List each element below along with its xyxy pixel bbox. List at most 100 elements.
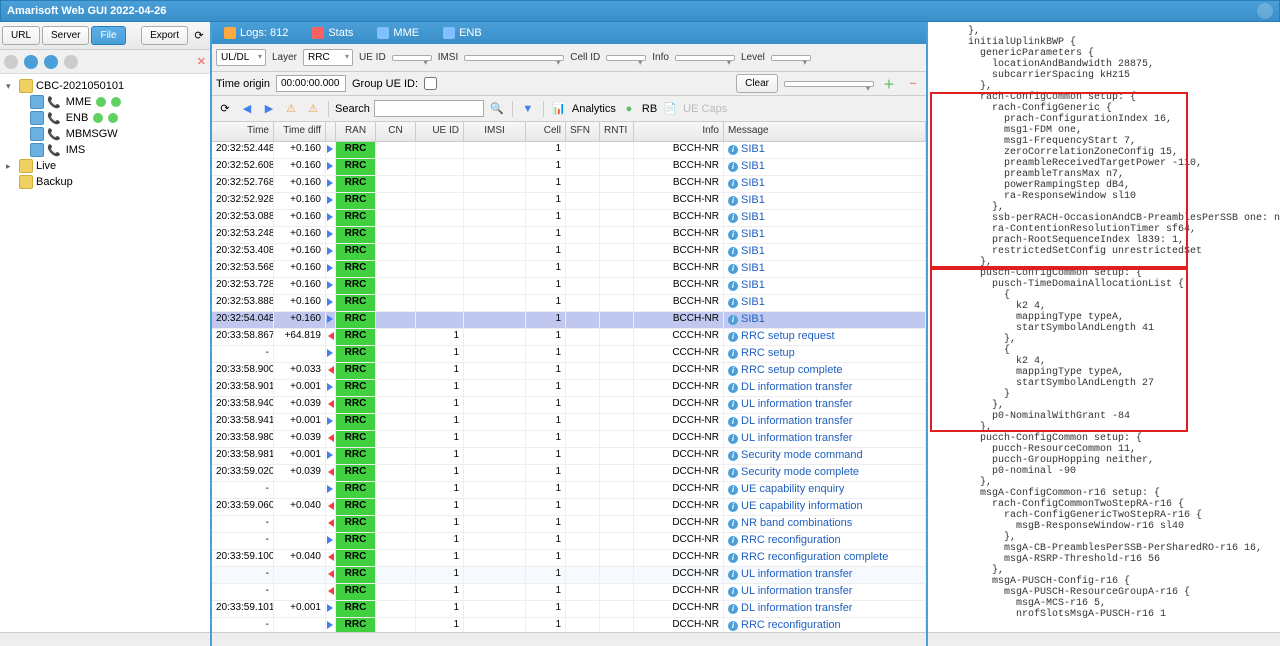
table-row[interactable]: 20:32:52.768+0.160RRC1BCCH-NRiSIB1: [212, 176, 926, 193]
tree-child[interactable]: 📞MME: [4, 94, 206, 110]
warn2-icon[interactable]: ⚠: [304, 100, 322, 118]
tab-mme[interactable]: MME: [369, 25, 427, 41]
tree-backup[interactable]: Backup: [4, 174, 206, 190]
dim-icon[interactable]: [4, 55, 18, 69]
table-row[interactable]: 20:33:58.900+0.033RRC11DCCH-NRiRRC setup…: [212, 363, 926, 380]
code-viewer[interactable]: }, initialUplinkBWP { genericParameters …: [928, 22, 1280, 632]
tree-child[interactable]: 📞ENB: [4, 110, 206, 126]
table-row[interactable]: -RRC11DCCH-NRiUL information transfer: [212, 584, 926, 601]
group-ue-checkbox[interactable]: [424, 77, 437, 90]
rb-label[interactable]: RB: [642, 103, 657, 115]
table-row[interactable]: 20:33:58.980+0.039RRC11DCCH-NRiUL inform…: [212, 431, 926, 448]
stop-icon[interactable]: [64, 55, 78, 69]
tab-stats[interactable]: Stats: [304, 25, 361, 41]
col-diff[interactable]: Time diff: [274, 122, 326, 141]
table-row[interactable]: -RRC11DCCH-NRiRRC reconfiguration: [212, 533, 926, 550]
col-cn[interactable]: CN: [376, 122, 416, 141]
table-row[interactable]: 20:33:59.060+0.040RRC11DCCH-NRiUE capabi…: [212, 499, 926, 516]
url-button[interactable]: URL: [2, 26, 40, 45]
table-row[interactable]: 20:32:52.608+0.160RRC1BCCH-NRiSIB1: [212, 159, 926, 176]
table-row[interactable]: 20:32:52.928+0.160RRC1BCCH-NRiSIB1: [212, 193, 926, 210]
uldl-select[interactable]: UL/DL: [216, 49, 266, 66]
table-row[interactable]: 20:33:59.101+0.001RRC11DCCH-NRiDL inform…: [212, 601, 926, 618]
col-imsi[interactable]: IMSI: [464, 122, 526, 141]
table-row[interactable]: 20:32:53.728+0.160RRC1BCCH-NRiSIB1: [212, 278, 926, 295]
next-icon[interactable]: ▶: [260, 100, 278, 118]
table-row[interactable]: -RRC11CCCH-NRiRRC setup: [212, 346, 926, 363]
level-select[interactable]: [771, 55, 811, 61]
chart-icon[interactable]: 📊: [550, 100, 568, 118]
cell-rnti: [600, 227, 634, 243]
collapse-icon[interactable]: [1257, 3, 1273, 19]
table-row[interactable]: 20:32:53.248+0.160RRC1BCCH-NRiSIB1: [212, 227, 926, 244]
table-row[interactable]: -RRC11DCCH-NRiUE capability enquiry: [212, 482, 926, 499]
tree-child[interactable]: 📞IMS: [4, 142, 206, 158]
table-row[interactable]: 20:32:53.888+0.160RRC1BCCH-NRiSIB1: [212, 295, 926, 312]
table-row[interactable]: 20:33:59.020+0.039RRC11DCCH-NRiSecurity …: [212, 465, 926, 482]
tab-logs[interactable]: Logs: 812: [216, 25, 296, 41]
ueid-select[interactable]: [392, 55, 432, 61]
add-icon[interactable]: ＋: [880, 75, 898, 93]
right-hscroll[interactable]: [928, 632, 1280, 646]
tree-child[interactable]: 📞MBMSGW: [4, 126, 206, 142]
time-origin-input[interactable]: [276, 75, 346, 92]
analytics-label[interactable]: Analytics: [572, 103, 616, 115]
server-button[interactable]: Server: [42, 26, 89, 45]
table-row[interactable]: 20:32:54.048+0.160RRC1BCCH-NRiSIB1: [212, 312, 926, 329]
origin-row: Time origin Group UE ID: Clear ＋ −: [212, 72, 926, 96]
table-row[interactable]: 20:33:58.941+0.001RRC11DCCH-NRiDL inform…: [212, 414, 926, 431]
tree-root[interactable]: ▾ CBC-2021050101: [4, 78, 206, 94]
expand-icon[interactable]: ▸: [6, 161, 16, 172]
export-button[interactable]: Export: [141, 26, 188, 45]
center-hscroll[interactable]: [212, 632, 926, 646]
expand-icon[interactable]: ▾: [6, 81, 16, 92]
rb-icon[interactable]: ●: [620, 100, 638, 118]
tree-live[interactable]: ▸ Live: [4, 158, 206, 174]
col-info[interactable]: Info: [634, 122, 724, 141]
refresh-icon[interactable]: ⟳: [190, 27, 208, 45]
clear-select[interactable]: [784, 81, 874, 87]
col-time[interactable]: Time: [212, 122, 274, 141]
file-button[interactable]: File: [91, 26, 125, 45]
play-icon[interactable]: [44, 55, 58, 69]
info-select[interactable]: [675, 55, 735, 61]
grid-body[interactable]: 20:32:52.448+0.160RRC1BCCH-NRiSIB120:32:…: [212, 142, 926, 632]
clear-button[interactable]: Clear: [736, 74, 778, 93]
col-ue[interactable]: UE ID: [416, 122, 464, 141]
layer-select[interactable]: RRC: [303, 49, 353, 66]
remove-icon[interactable]: −: [904, 75, 922, 93]
cell-rnti: [600, 618, 634, 632]
col-rnti[interactable]: RNTI: [600, 122, 634, 141]
col-msg[interactable]: Message: [724, 122, 926, 141]
table-row[interactable]: 20:33:58.867+64.819RRC11CCCH-NRiRRC setu…: [212, 329, 926, 346]
table-row[interactable]: 20:32:52.448+0.160RRC1BCCH-NRiSIB1: [212, 142, 926, 159]
reload-icon[interactable]: [24, 55, 38, 69]
tab-enb[interactable]: ENB: [435, 25, 490, 41]
imsi-select[interactable]: [464, 55, 564, 61]
refresh-icon[interactable]: ⟳: [216, 100, 234, 118]
left-hscroll[interactable]: [0, 632, 210, 646]
table-row[interactable]: 20:33:58.901+0.001RRC11DCCH-NRiDL inform…: [212, 380, 926, 397]
col-sfn[interactable]: SFN: [566, 122, 600, 141]
table-row[interactable]: 20:32:53.088+0.160RRC1BCCH-NRiSIB1: [212, 210, 926, 227]
table-row[interactable]: 20:33:58.981+0.001RRC11DCCH-NRiSecurity …: [212, 448, 926, 465]
col-dir[interactable]: [326, 122, 336, 141]
cellid-select[interactable]: [606, 55, 646, 61]
table-row[interactable]: -RRC11DCCH-NRiUL information transfer: [212, 567, 926, 584]
info-icon: i: [728, 570, 738, 580]
col-cell[interactable]: Cell: [526, 122, 566, 141]
table-row[interactable]: 20:32:53.408+0.160RRC1BCCH-NRiSIB1: [212, 244, 926, 261]
table-row[interactable]: -RRC11DCCH-NRiNR band combinations: [212, 516, 926, 533]
close-icon[interactable]: ✕: [197, 55, 206, 68]
table-row[interactable]: 20:32:53.568+0.160RRC1BCCH-NRiSIB1: [212, 261, 926, 278]
col-ran[interactable]: RAN: [336, 122, 376, 141]
search-input[interactable]: [374, 100, 484, 117]
down-icon[interactable]: ▼: [519, 100, 537, 118]
warn-icon[interactable]: ⚠: [282, 100, 300, 118]
binoculars-icon[interactable]: 🔍: [488, 100, 506, 118]
table-row[interactable]: 20:33:59.100+0.040RRC11DCCH-NRiRRC recon…: [212, 550, 926, 567]
table-row[interactable]: 20:33:58.940+0.039RRC11DCCH-NRiUL inform…: [212, 397, 926, 414]
info-icon: i: [728, 196, 738, 206]
table-row[interactable]: -RRC11DCCH-NRiRRC reconfiguration: [212, 618, 926, 632]
prev-icon[interactable]: ◀: [238, 100, 256, 118]
